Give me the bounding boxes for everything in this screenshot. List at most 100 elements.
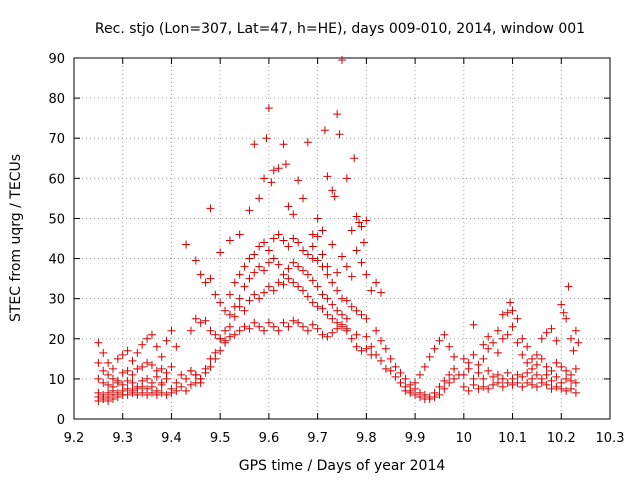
data-point [355,218,364,227]
data-point [201,364,210,373]
data-point [216,346,225,355]
data-point [381,344,390,353]
data-point [518,372,527,381]
data-point [186,326,195,335]
data-point [542,380,551,389]
data-point [362,332,371,341]
data-point [138,388,147,397]
data-point [372,350,381,359]
data-point [294,176,303,185]
data-point [406,380,415,389]
data-point [303,250,312,259]
data-point [350,154,359,163]
data-point [211,290,220,299]
data-point [279,318,288,327]
data-point [260,238,269,247]
data-point [269,166,278,175]
data-point [498,382,507,391]
data-point [294,282,303,291]
data-point [479,382,488,391]
data-point [372,326,381,335]
data-point [352,246,361,255]
x-tick-label: 10.3 [596,431,625,446]
y-tick-label: 0 [57,413,65,428]
data-point [299,286,308,295]
data-point [469,374,478,383]
data-point [523,358,532,367]
data-point [415,370,424,379]
data-point [289,210,298,219]
data-point [357,222,366,231]
data-point [484,344,493,353]
data-point [513,338,522,347]
data-point [162,374,171,383]
data-point [177,382,186,391]
data-point [206,326,215,335]
data-point [255,322,264,331]
data-point [99,394,108,403]
data-point [143,374,152,383]
data-point [537,374,546,383]
data-point [342,296,351,305]
data-point [308,230,317,239]
data-point [464,386,473,395]
data-point [352,330,361,339]
x-tick-label: 10 [456,431,473,446]
data-point [250,250,259,259]
data-point [157,388,166,397]
data-point [162,336,171,345]
data-point [289,316,298,325]
data-point [250,268,259,277]
data-point [186,366,195,375]
data-point [523,378,532,387]
data-point [333,110,342,119]
y-tick-label: 80 [48,92,65,107]
data-point [508,374,517,383]
data-point [211,330,220,339]
data-point [479,374,488,383]
data-point [94,396,103,405]
data-point [274,260,283,269]
data-point [386,366,395,375]
data-point [571,388,580,397]
data-point [420,390,429,399]
data-point [440,384,449,393]
data-point [559,308,568,317]
data-point [123,366,132,375]
data-point [338,56,346,65]
data-point [445,378,454,387]
data-point [303,292,312,301]
data-point [294,262,303,271]
data-point [518,350,527,359]
data-point [245,324,254,333]
data-point [108,364,117,373]
x-tick-label: 9.2 [64,431,85,446]
data-point [99,348,108,357]
data-point [508,306,517,315]
data-point [313,282,322,291]
data-point [269,254,278,263]
data-point [513,370,522,379]
data-point [552,358,561,367]
data-point [396,368,405,377]
data-point [99,366,108,375]
data-point [435,336,444,345]
y-tick-label: 60 [48,172,65,187]
data-point [167,362,176,371]
data-point [299,246,308,255]
data-point [206,274,215,283]
x-tick-label: 10.2 [547,431,576,446]
data-point [308,254,317,263]
data-point [308,320,317,329]
data-point [503,378,512,387]
data-point [381,364,390,373]
data-point [260,288,269,297]
data-point [299,266,308,275]
data-point [450,352,459,361]
data-point [299,322,308,331]
y-tick-label: 50 [48,212,65,227]
data-point [342,174,351,183]
data-point [269,322,278,331]
data-point [260,174,269,183]
data-point [308,298,317,307]
